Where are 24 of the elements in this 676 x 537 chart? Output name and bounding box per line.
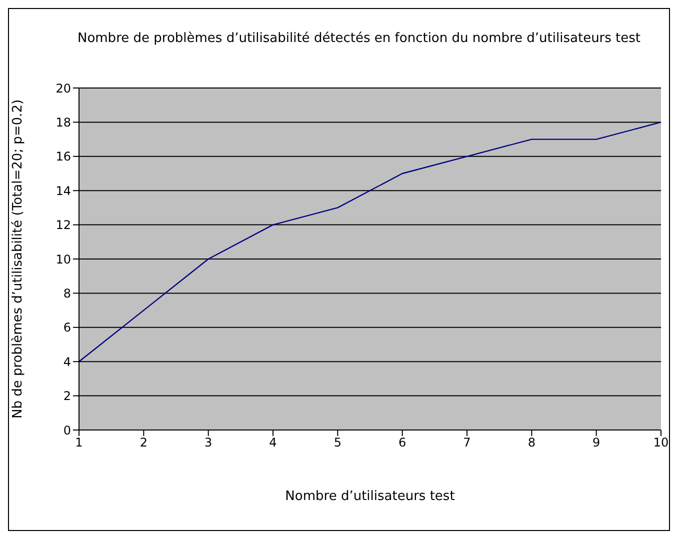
x-tick-label: 2 [140,436,148,450]
x-axis-title: Nombre d’utilisateurs test [285,489,455,504]
x-tick-label: 9 [592,436,600,450]
x-tick-label: 10 [653,436,669,450]
x-tick-label: 7 [463,436,471,450]
y-tick-label: 10 [56,252,71,266]
y-tick-label: 20 [56,81,71,96]
x-tick-label: 5 [334,436,342,450]
y-tick-label: 8 [63,286,71,300]
x-tick-label: 4 [269,436,277,450]
x-tick-label: 6 [398,436,406,450]
y-tick-label: 18 [56,115,71,130]
y-tick-label: 6 [63,320,71,335]
chart-title: Nombre de problèmes d’utilisabilité détectés en fonction du nombre d’utilisateurs test [76,31,642,46]
y-tick-label: 0 [63,423,71,438]
y-tick-label: 12 [56,218,71,232]
y-tick-label: 2 [63,389,71,404]
x-tick-label: 1 [75,436,83,450]
y-tick-label: 14 [56,184,71,198]
x-tick-label: 8 [528,436,536,450]
x-tick-label: 3 [204,436,212,450]
y-tick-label: 16 [56,150,71,164]
y-tick-label: 4 [63,354,71,369]
y-axis-title: Nb de problèmes d’utilisabilité (Total=20; p=0.2) [10,99,26,419]
